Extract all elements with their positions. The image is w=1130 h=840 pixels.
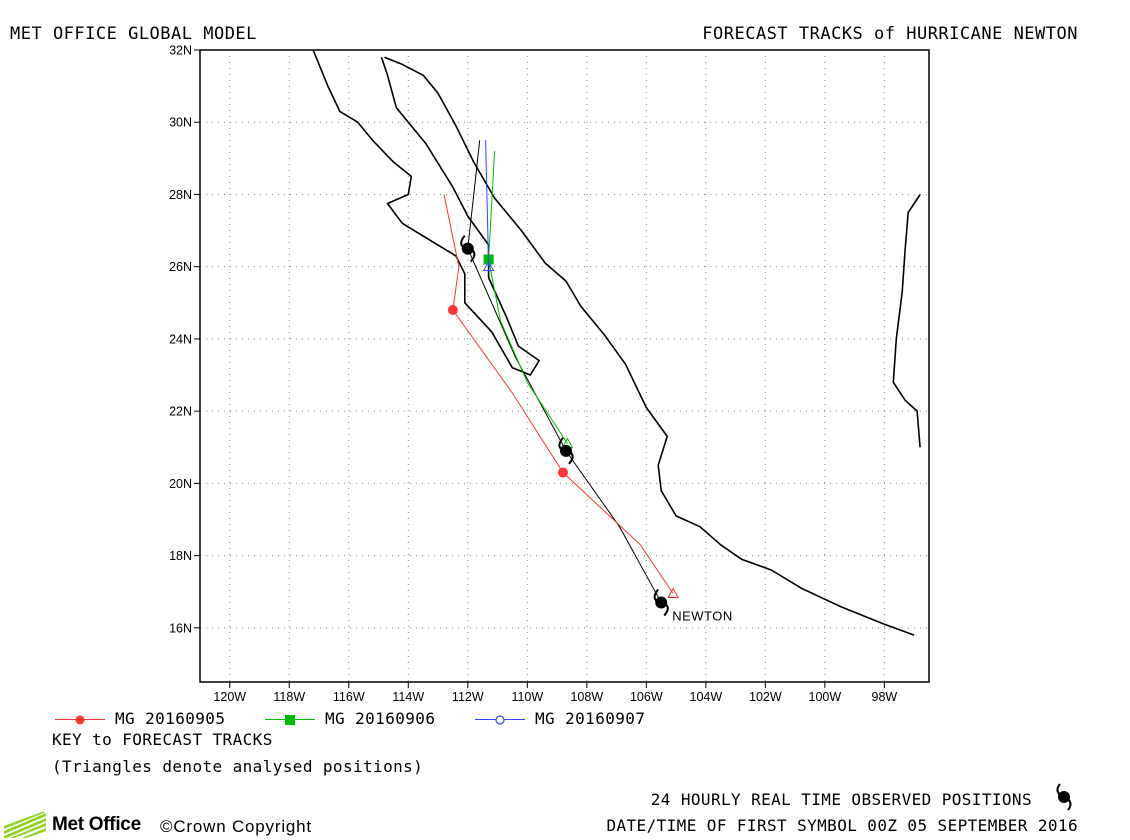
page-title-forecast: FORECAST TRACKS of HURRICANE NEWTON <box>702 24 1078 44</box>
tick-label-lat: 24N <box>169 332 192 346</box>
met-office-logo: Met Office <box>2 812 141 838</box>
tick-label-lon: 102W <box>749 690 782 704</box>
hurricane-symbol <box>460 234 476 263</box>
hurricane-symbol <box>558 437 574 465</box>
hurricane-symbol <box>653 588 669 617</box>
tick-label-lon: 118W <box>273 690 305 704</box>
copyright-text: ©Crown Copyright <box>160 817 312 836</box>
tick-label-lat: 28N <box>169 188 192 202</box>
legend-key-note: (Triangles denote analysed positions) <box>52 757 424 776</box>
legend-item-20160905: MG 20160905 <box>55 709 225 728</box>
forecast-point <box>447 305 458 316</box>
tick-label-lon: 110W <box>511 690 543 704</box>
hurricane-symbol-arm <box>470 249 476 263</box>
coastline <box>312 50 541 376</box>
tick-label-lon: 108W <box>570 690 603 704</box>
met-office-logo-text: Met Office <box>52 814 141 835</box>
hurricane-symbol-core <box>655 596 668 609</box>
observed-positions-note: 24 HOURLY REAL TIME OBSERVED POSITIONS <box>650 790 1032 809</box>
analysed-position-triangle <box>667 587 679 599</box>
coastline <box>892 194 921 448</box>
hurricane-symbol-core <box>559 444 572 457</box>
hurricane-symbol-arm <box>663 603 669 617</box>
observed-track-line <box>467 140 662 603</box>
tick-label-lat: 22N <box>169 405 192 419</box>
tick-label-lon: 116W <box>333 690 365 704</box>
legend-swatch-blue <box>475 713 525 725</box>
tick-label-lon: 112W <box>452 690 484 704</box>
hurricane-symbol-arm <box>558 437 564 450</box>
hurricane-symbol-arm <box>653 588 659 602</box>
map-axes: 120W 118W 116W 114W 112W 110W 108W 106W 104W 102W… <box>169 44 930 704</box>
tick-label-lat: 30N <box>169 116 192 130</box>
legend-label: MG 20160907 <box>535 709 646 728</box>
tick-label-lon: 104W <box>690 690 723 704</box>
observed-symbols <box>460 234 669 617</box>
tick-label-lon: 106W <box>630 690 663 704</box>
tick-label-lon: 114W <box>392 690 424 704</box>
forecast-point <box>558 467 569 478</box>
storm-label: NEWTON <box>672 609 733 624</box>
hurricane-icon <box>1056 783 1072 811</box>
legend-swatch-red <box>55 713 105 725</box>
legend-item-20160906: MG 20160906 <box>265 709 435 728</box>
coastline <box>384 56 915 636</box>
tick-label-lon: 100W <box>809 690 842 704</box>
tick-label-lon: 120W <box>213 690 246 704</box>
track-line <box>443 194 674 594</box>
legend-label: MG 20160906 <box>325 709 436 728</box>
tick-label-lat: 18N <box>169 549 192 563</box>
forecast-tracks <box>443 140 679 599</box>
tick-label-lat: 32N <box>169 44 192 58</box>
legend-swatch-green <box>265 713 315 725</box>
analysed-position-triangle <box>482 260 495 272</box>
first-symbol-datetime: DATE/TIME OF FIRST SYMBOL 00Z 05 SEPTEMB… <box>606 816 1078 835</box>
tick-label-lat: 20N <box>169 477 192 491</box>
map-grid <box>200 49 929 682</box>
hurricane-symbol-arm <box>460 234 466 248</box>
track-line <box>485 140 490 267</box>
legend-item-20160907: MG 20160907 <box>475 709 645 728</box>
tick-label-lon: 98W <box>872 690 898 704</box>
met-office-logo-icon <box>4 812 46 838</box>
observed-track <box>467 140 662 603</box>
track-line <box>488 151 568 444</box>
map-frame <box>199 49 930 683</box>
legend-key-title: KEY to FORECAST TRACKS <box>52 730 273 749</box>
page-title-model: MET OFFICE GLOBAL MODEL <box>10 24 257 44</box>
tick-label-lat: 16N <box>169 621 192 635</box>
legend-label: MG 20160905 <box>115 709 226 728</box>
hurricane-symbol-arm <box>568 452 574 465</box>
tick-label-lat: 26N <box>169 260 192 274</box>
coastlines <box>312 50 921 636</box>
hurricane-symbol-core <box>461 242 474 255</box>
